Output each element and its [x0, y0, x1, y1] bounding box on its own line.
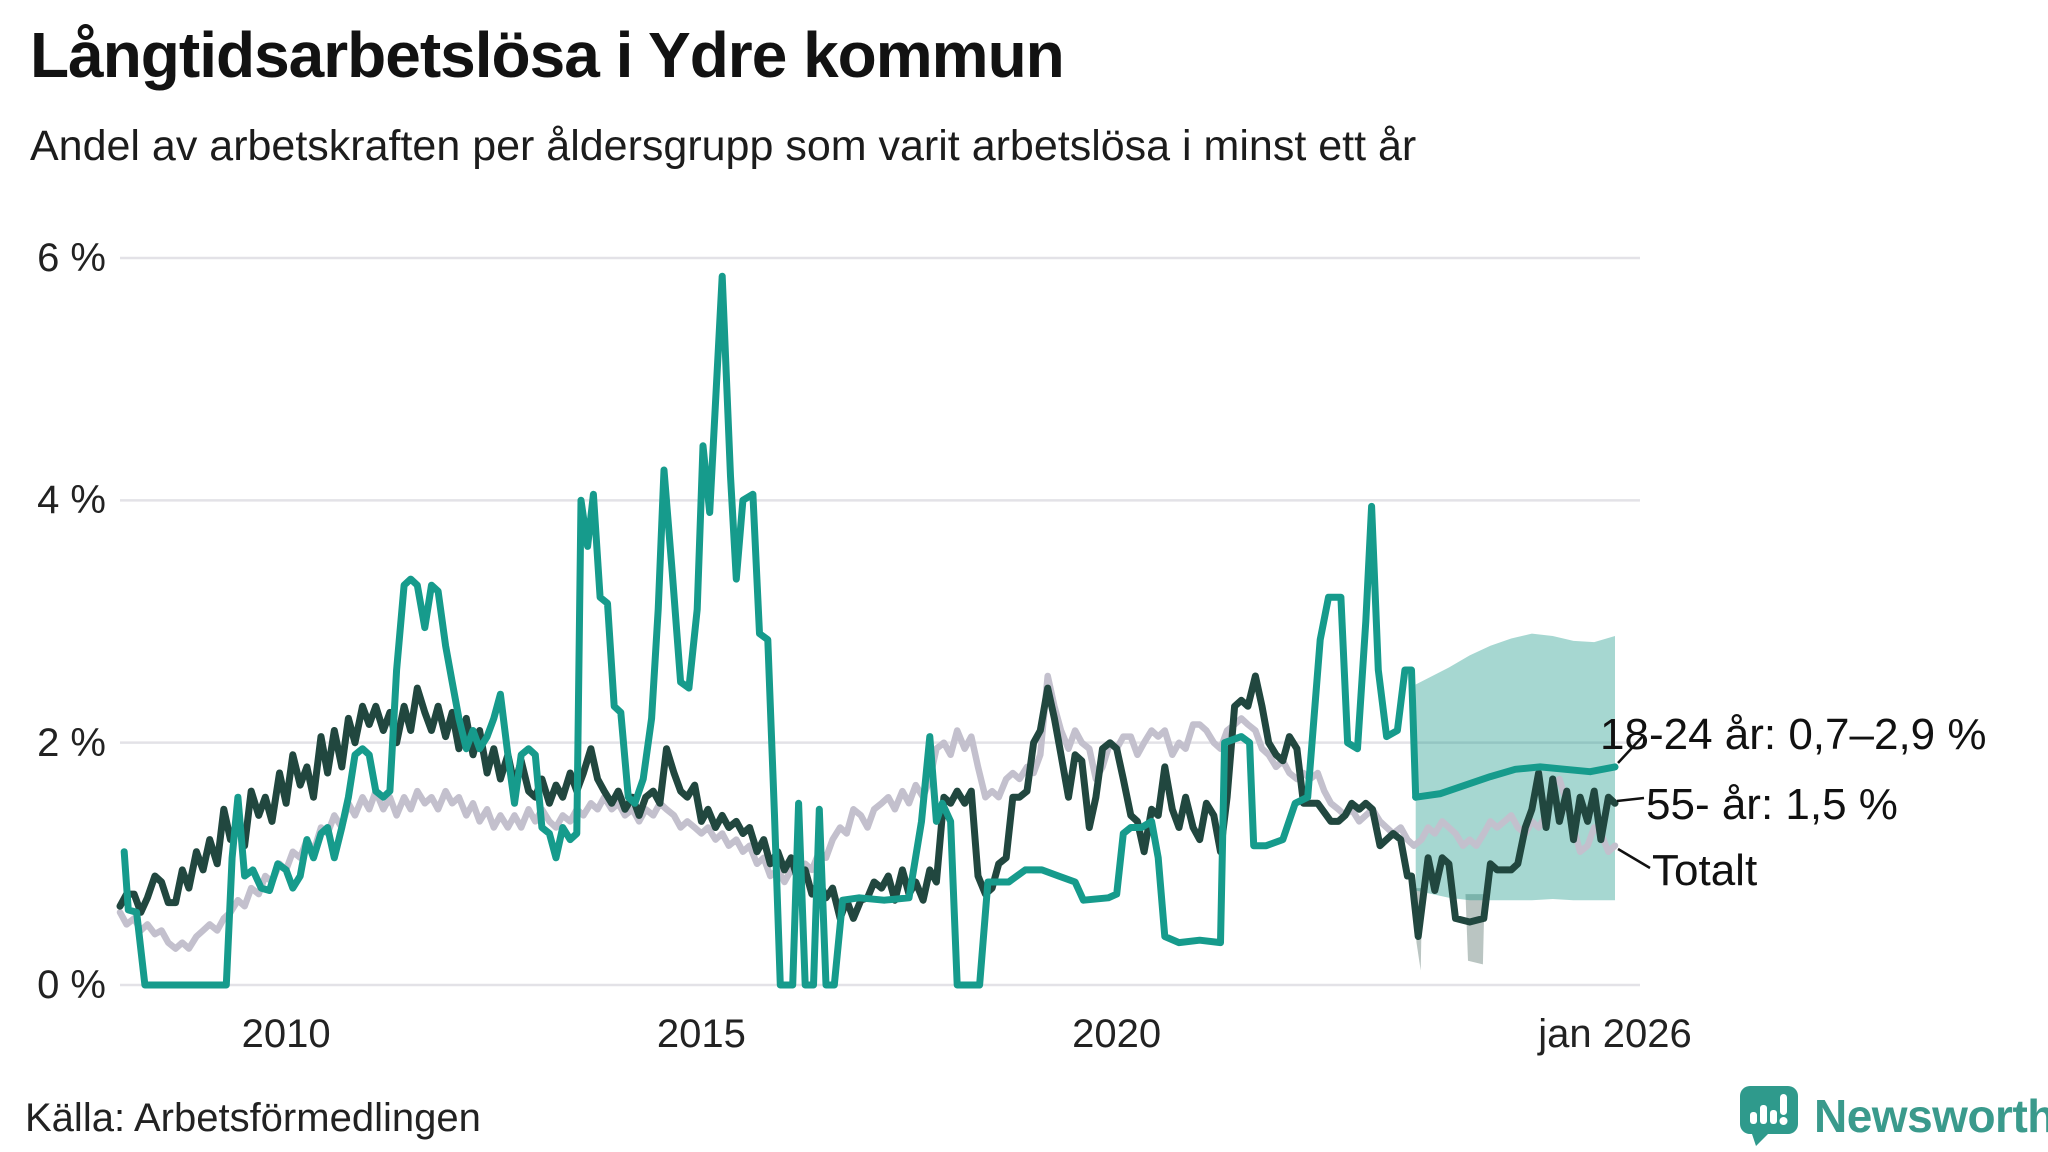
x-tick-label: 2015 [656, 1012, 746, 1056]
x-tick-label: jan 2026 [1538, 1012, 1692, 1056]
x-tick-label: 2010 [241, 1012, 331, 1056]
brand-name: Newsworthy [1814, 1090, 2048, 1142]
brand-lockup: Newsworthy [1738, 1084, 2048, 1148]
page-subtitle: Andel av arbetskraften per åldersgrupp s… [30, 122, 1417, 170]
y-tick-label: 0 % [37, 963, 106, 1007]
series-line-18-24 [120, 272, 1420, 989]
series-label-55: 55- år: 1,5 % [1646, 780, 1898, 829]
x-tick-label: 2020 [1072, 1012, 1162, 1056]
forecast-artifact [1465, 894, 1485, 965]
page-title: Långtidsarbetslösa i Ydre kommun [30, 19, 1065, 91]
forecast-line-18-24 [1412, 763, 1619, 801]
y-tick-label: 4 % [37, 478, 106, 523]
source-note: Källa: Arbetsförmedlingen [25, 1096, 481, 1140]
y-tick-label: 6 % [37, 236, 106, 280]
newsworthy-logo-icon [1740, 1086, 1798, 1146]
y-tick-label: 2 % [37, 720, 106, 765]
series-label-totalt: Totalt [1652, 846, 1758, 895]
series-label-18-24: 18-24 år: 0,7–2,9 % [1600, 710, 1987, 759]
leader-55 [1616, 796, 1645, 803]
leader-totalt [1617, 847, 1651, 870]
series-line-55 [116, 672, 1619, 940]
series-line-totalt [116, 672, 1619, 952]
leader-18-24 [1617, 735, 1644, 764]
